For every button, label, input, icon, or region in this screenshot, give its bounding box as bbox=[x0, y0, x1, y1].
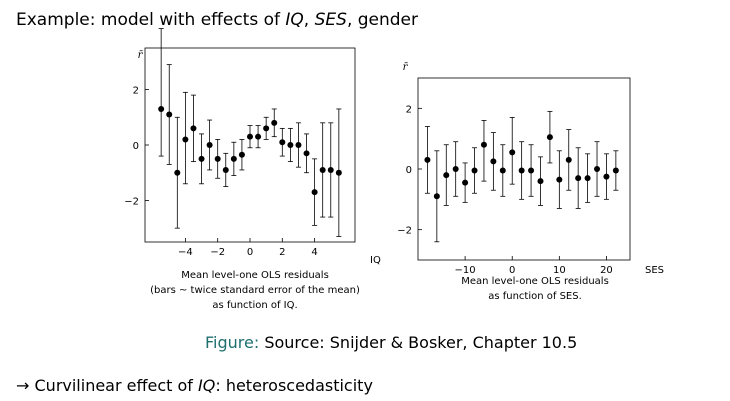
iq-data-point bbox=[303, 150, 310, 157]
ses-y-tick-label: 0 bbox=[406, 165, 412, 176]
figure-caption: Figure: Source: Snijder & Bosker, Chapte… bbox=[205, 333, 578, 352]
iq-y-tick-label: 0 bbox=[133, 141, 139, 152]
iq-data-point bbox=[327, 166, 334, 173]
ses-x-axis-title: SES bbox=[645, 265, 665, 276]
ses-y-axis-label: r̄ bbox=[403, 62, 409, 73]
ses-caption-line: as function of SES. bbox=[488, 291, 582, 302]
ses-data-point bbox=[443, 172, 450, 179]
iq-caption-line: as function of IQ. bbox=[212, 300, 298, 311]
ses-y-tick-label: 2 bbox=[406, 104, 412, 115]
iq-y-axis-label: r̄ bbox=[138, 50, 144, 61]
ses-data-point bbox=[424, 156, 431, 163]
ses-data-point bbox=[584, 175, 591, 182]
iq-y-tick-label: −2 bbox=[124, 196, 139, 207]
ses-data-point bbox=[612, 167, 619, 174]
ses-caption-line: Mean level-one OLS residuals bbox=[461, 276, 609, 287]
ses-data-point bbox=[471, 167, 478, 174]
iq-caption-line: (bars ~ twice standard error of the mean… bbox=[150, 285, 360, 296]
ses-chart-caption: Mean level-one OLS residuals as function… bbox=[430, 274, 640, 304]
ses-x-tick-label: 0 bbox=[509, 265, 515, 276]
iq-data-point bbox=[222, 166, 229, 173]
iq-x-tick-label: −4 bbox=[178, 247, 193, 258]
iq-data-point bbox=[238, 151, 245, 158]
iq-data-point bbox=[174, 169, 181, 176]
iq-data-point bbox=[198, 155, 205, 162]
iq-data-point bbox=[263, 125, 270, 132]
iq-data-point bbox=[271, 119, 278, 126]
arrow-icon: → bbox=[16, 376, 35, 395]
iq-data-point bbox=[230, 155, 237, 162]
iq-caption-line: Mean level-one OLS residuals bbox=[181, 270, 329, 281]
iq-x-tick-label: 4 bbox=[311, 247, 317, 258]
ses-data-point bbox=[518, 167, 525, 174]
ses-data-point bbox=[537, 178, 544, 185]
ses-data-point bbox=[603, 173, 610, 180]
ses-data-point bbox=[480, 141, 487, 148]
iq-data-point bbox=[190, 125, 197, 132]
ses-data-point bbox=[594, 166, 601, 172]
iq-data-point bbox=[166, 111, 173, 118]
ses-data-point bbox=[490, 158, 497, 165]
ses-x-tick-label: −10 bbox=[455, 265, 476, 276]
ses-data-point bbox=[462, 179, 469, 186]
iq-x-tick-label: −2 bbox=[210, 247, 225, 258]
ses-data-point bbox=[546, 134, 553, 141]
ses-data-point bbox=[528, 167, 535, 174]
iq-data-point bbox=[206, 142, 213, 148]
iq-data-point bbox=[279, 139, 286, 146]
ses-y-tick-label: −2 bbox=[397, 226, 412, 237]
iq-data-point bbox=[311, 189, 318, 196]
iq-data-point bbox=[214, 155, 221, 162]
ses-data-point bbox=[452, 166, 459, 172]
iq-data-point bbox=[247, 133, 253, 140]
iq-data-point bbox=[335, 169, 342, 176]
iq-data-point bbox=[255, 133, 262, 140]
ses-x-tick-label: 10 bbox=[553, 265, 566, 276]
ses-data-point bbox=[565, 156, 572, 163]
ses-data-point bbox=[499, 167, 506, 174]
iq-x-tick-label: 0 bbox=[247, 247, 253, 258]
ses-data-point bbox=[433, 193, 440, 200]
iq-data-point bbox=[295, 142, 302, 148]
ses-data-point bbox=[575, 175, 582, 182]
ses-x-tick-label: 20 bbox=[600, 265, 613, 276]
iq-data-point bbox=[287, 142, 294, 148]
iq-y-tick-label: 2 bbox=[133, 86, 139, 97]
iq-x-axis-title: IQ bbox=[370, 255, 381, 266]
slide-title: Example: model with effects of IQ, SES, … bbox=[16, 10, 419, 30]
ses-data-point bbox=[556, 176, 563, 183]
iq-data-point bbox=[319, 166, 326, 173]
iq-data-point bbox=[158, 105, 165, 112]
iq-data-point bbox=[182, 136, 189, 143]
bullet-point: → Curvilinear effect of IQ: heteroscedas… bbox=[16, 376, 373, 395]
iq-x-tick-label: 2 bbox=[279, 247, 285, 258]
ses-data-point bbox=[509, 149, 516, 156]
iq-chart-caption: Mean level-one OLS residuals (bars ~ twi… bbox=[130, 268, 380, 313]
